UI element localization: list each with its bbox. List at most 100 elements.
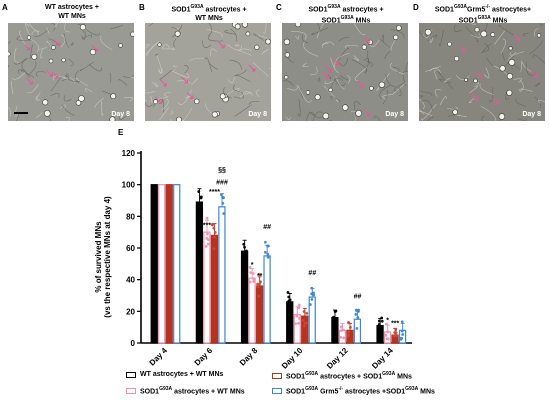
data-point [197, 211, 201, 215]
bar [376, 324, 384, 344]
data-point [243, 258, 247, 261]
bar [346, 329, 354, 344]
data-point [354, 308, 358, 312]
data-point [394, 331, 398, 335]
data-point [377, 323, 381, 326]
data-point [393, 331, 397, 334]
data-point [297, 303, 301, 307]
data-point [266, 244, 270, 248]
bar [195, 201, 204, 344]
data-point [385, 322, 388, 326]
data-point [380, 316, 384, 320]
panel-c-title: SOD1G93A astrocytes + SOD1G93A MNs [308, 4, 384, 25]
bar [248, 277, 256, 344]
data-point [310, 292, 314, 296]
data-point [377, 319, 381, 323]
y-axis-label-line2: (vs the respective MNs at day 4) [103, 196, 112, 318]
bar [308, 296, 316, 344]
data-point [305, 321, 309, 325]
bar [203, 231, 211, 344]
bar [255, 285, 264, 344]
data-point [354, 313, 358, 316]
data-point [213, 231, 217, 234]
data-point [297, 306, 301, 309]
data-point [394, 328, 398, 332]
data-point [346, 334, 350, 338]
data-point [222, 196, 225, 200]
significance-marker: ### [216, 180, 228, 187]
data-point [346, 333, 350, 337]
bar [263, 255, 271, 344]
data-point [347, 330, 351, 334]
data-point [259, 280, 262, 284]
legend-label: SOD1G93A Grm5-/- astrocytes +SOD1G93A MN… [286, 386, 435, 396]
data-point [258, 273, 261, 277]
data-point [263, 240, 267, 244]
panel-a-letter: A [2, 3, 8, 12]
x-tick-label: Day 6 [193, 346, 215, 368]
x-tick-label: Day 12 [325, 346, 350, 371]
data-point [196, 207, 200, 211]
bar [240, 250, 249, 344]
data-point [357, 309, 360, 313]
data-point [199, 210, 203, 213]
data-point [380, 332, 384, 336]
data-point [197, 190, 201, 193]
significance-marker: ## [354, 294, 362, 301]
data-point [357, 308, 360, 312]
data-point [243, 245, 246, 249]
legend-swatch [126, 371, 136, 378]
data-point [303, 321, 307, 325]
panel-a-day-label: Day 8 [111, 111, 130, 118]
data-point [204, 245, 208, 248]
chart-annotations: *******###§§***######* *** [203, 167, 400, 328]
data-point [287, 305, 291, 308]
data-point [305, 311, 309, 315]
data-point [401, 333, 405, 336]
bar [173, 184, 181, 344]
data-point [385, 337, 389, 341]
data-point [298, 317, 301, 320]
legend-item-wt-wt: WT astrocytes + WT MNs [126, 371, 223, 378]
data-point [380, 319, 384, 323]
significance-marker: * [251, 262, 254, 269]
y-tick-label: 0 [131, 339, 136, 348]
legend-swatch [272, 387, 282, 394]
chart-axes: 0 20 40 60 80 100 120 Day 4 Day 6 Day 8 Day 10 Day … [122, 149, 412, 371]
data-point [256, 285, 260, 289]
data-point [339, 329, 343, 332]
x-tick-label: Day 10 [280, 346, 305, 371]
data-point [241, 252, 245, 256]
data-point [222, 212, 226, 215]
data-point [266, 255, 270, 259]
data-point [205, 237, 209, 240]
panel-d: D SOD1G93AGrm5-/- astrocytes+ SOD1G93A MN… [411, 0, 547, 124]
data-point [295, 314, 299, 318]
data-point [312, 291, 316, 295]
data-point [220, 193, 223, 197]
data-point [252, 277, 256, 281]
data-point [355, 327, 359, 330]
data-point [340, 325, 344, 329]
data-point [205, 232, 209, 236]
data-point [252, 280, 256, 284]
bar [391, 334, 399, 344]
y-tick-label: 20 [126, 307, 135, 316]
significance-marker: * [386, 317, 389, 324]
x-tick-label: Day 8 [238, 346, 260, 368]
micrograph-texture [145, 23, 271, 121]
data-point [310, 298, 314, 301]
significance-marker: ## [308, 270, 316, 277]
panel-a-micrograph: Day 8 [8, 23, 134, 121]
y-tick-label: 60 [126, 244, 135, 253]
data-point [211, 222, 215, 226]
data-point [400, 336, 403, 340]
data-point [257, 294, 261, 298]
data-point [399, 337, 403, 341]
data-point [384, 333, 388, 337]
data-point [199, 196, 203, 200]
bar [383, 331, 392, 344]
data-point [335, 322, 338, 326]
scale-bar [14, 112, 28, 114]
data-point [242, 257, 246, 261]
